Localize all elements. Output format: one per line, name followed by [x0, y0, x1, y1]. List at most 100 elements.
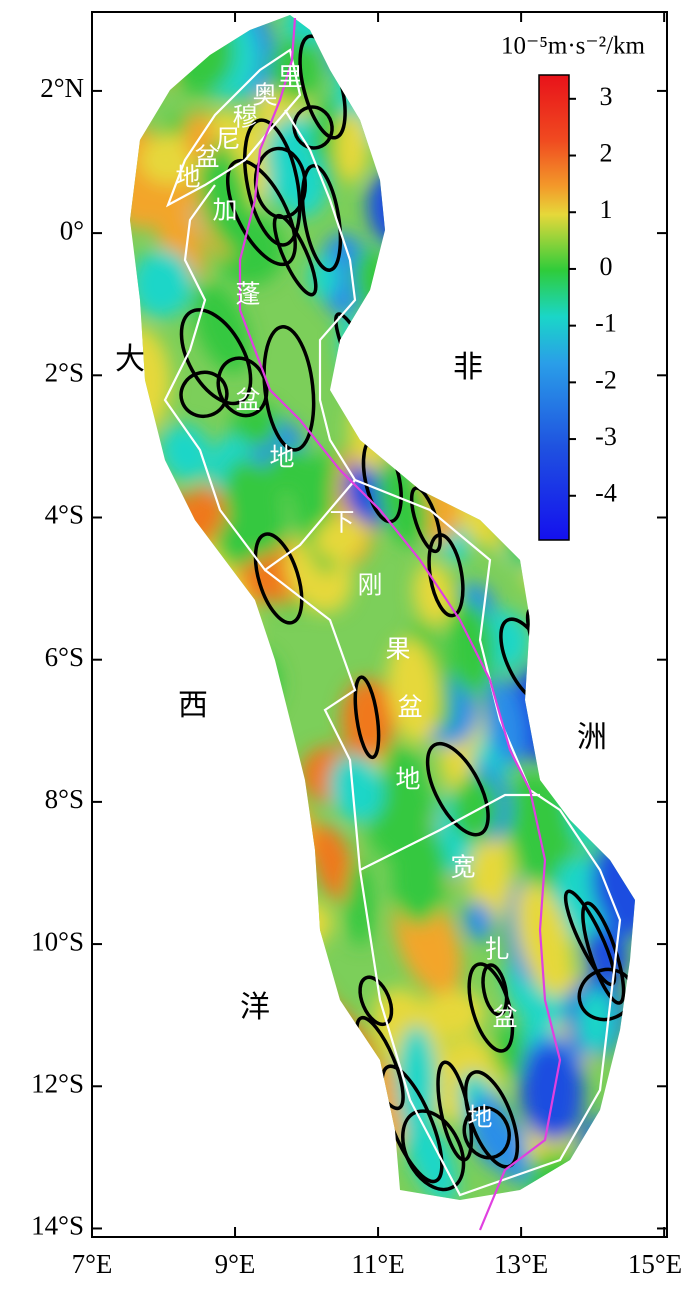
basin-boundaries [163, 17, 622, 1231]
basin-label: 刚 [357, 573, 382, 600]
zero-contour [477, 413, 506, 457]
y-tick-label: 4°S [45, 500, 84, 530]
field-blob [314, 516, 366, 560]
y-tick-label: 8°S [45, 784, 84, 814]
field-blob [291, 1067, 349, 1149]
field-blob [130, 894, 181, 987]
field-blob [183, 953, 223, 1051]
zero-contour [253, 532, 304, 625]
field-blob [581, 706, 635, 816]
field-blob [130, 912, 175, 997]
field-blob [164, 597, 215, 695]
zero-contour [243, 118, 302, 247]
colorbar-tick-label: -4 [595, 479, 617, 508]
zero-contour [179, 370, 229, 419]
zero-contour [144, 1095, 196, 1166]
field-blob [515, 882, 574, 998]
basin-label: 地 [467, 1104, 492, 1132]
field-blob [607, 533, 635, 609]
field-blob [426, 414, 496, 459]
basin-label: 盆 [492, 1004, 517, 1032]
map-frame [91, 11, 668, 1238]
field-blob [473, 124, 529, 228]
field-blob [519, 1045, 584, 1142]
x-tick-label: 15°E [628, 1249, 682, 1279]
field-blob [403, 305, 439, 391]
colorbar-unit: 10⁻⁵m·s⁻²/km [501, 33, 646, 60]
zero-contour [407, 284, 486, 394]
field-blob [188, 866, 248, 980]
basin-label: 果 [385, 637, 410, 664]
zero-contour [206, 776, 258, 899]
colorbar-tick-label: 1 [600, 195, 613, 224]
field-blob [591, 1107, 635, 1200]
field-blob [184, 1017, 252, 1115]
field-blob [477, 85, 523, 148]
zero-contour [292, 105, 334, 150]
y-tick-label: 12°S [31, 1068, 84, 1098]
region-label: 洋 [240, 991, 270, 1024]
basin-label: 奥 [252, 82, 277, 110]
colorbar-tick-label: 2 [600, 138, 613, 167]
field-blob [341, 678, 396, 760]
region-label: 西 [178, 689, 208, 722]
basin-label: 尼 [215, 127, 240, 154]
colorbar-tick-label: 0 [600, 252, 613, 281]
y-tick-label: 2°N [40, 73, 84, 103]
zero-contour [401, 304, 446, 383]
zero-contour [462, 1105, 511, 1160]
basin-label: 地 [395, 766, 420, 794]
field-blob [227, 854, 292, 918]
field-blob [457, 123, 499, 217]
basin-label: 地 [175, 164, 200, 192]
field-blob [154, 1088, 194, 1165]
field-blob [361, 37, 401, 87]
zero-contour [562, 600, 620, 721]
field-blob [420, 45, 461, 143]
colorbar-tick-label: -1 [595, 309, 617, 338]
field-blob [345, 859, 375, 947]
x-tick-label: 11°E [351, 1249, 404, 1279]
field-blob [137, 747, 185, 820]
field-blob [130, 249, 194, 318]
colorbar-tick-label: -3 [595, 422, 617, 451]
field-blob [439, 76, 487, 137]
field-blob [243, 1099, 317, 1200]
field-blob [523, 551, 578, 593]
zero-contour [481, 963, 509, 1017]
field-blob [130, 701, 176, 788]
zero-contour [334, 312, 388, 414]
basin-label: 里 [277, 65, 302, 92]
field-blob [260, 1117, 313, 1171]
basin-label: 盆 [235, 387, 260, 415]
y-tick-label: 2°S [45, 358, 84, 388]
field-blob [387, 638, 440, 744]
field-blob [385, 95, 446, 138]
zero-contour [208, 624, 248, 673]
field-blob [622, 643, 635, 736]
colorbar [538, 74, 570, 541]
x-tick-label: 9°E [215, 1249, 256, 1279]
field-blob [166, 942, 208, 987]
zero-contour [425, 741, 490, 837]
field-blob [610, 735, 635, 837]
field-blob [165, 953, 218, 1064]
field-blob [214, 519, 259, 568]
field-blob [206, 686, 264, 742]
field-blob [447, 283, 508, 338]
field-blob [193, 751, 244, 871]
region-label: 洲 [577, 721, 607, 754]
field-blob [297, 983, 340, 1100]
colorbar-tick-label: -2 [595, 365, 617, 394]
zero-contour [374, 295, 421, 423]
field-blob [463, 901, 493, 941]
field-blob [149, 586, 195, 698]
x-tick-label: 13°E [494, 1249, 548, 1279]
zero-contour [179, 308, 253, 406]
y-tick-label: 14°S [31, 1211, 84, 1241]
region-label: 大 [115, 343, 145, 376]
region-label: 非 [453, 351, 483, 384]
zero-contour [272, 213, 318, 297]
field-blob [389, 779, 436, 843]
field-blob [137, 1040, 200, 1087]
